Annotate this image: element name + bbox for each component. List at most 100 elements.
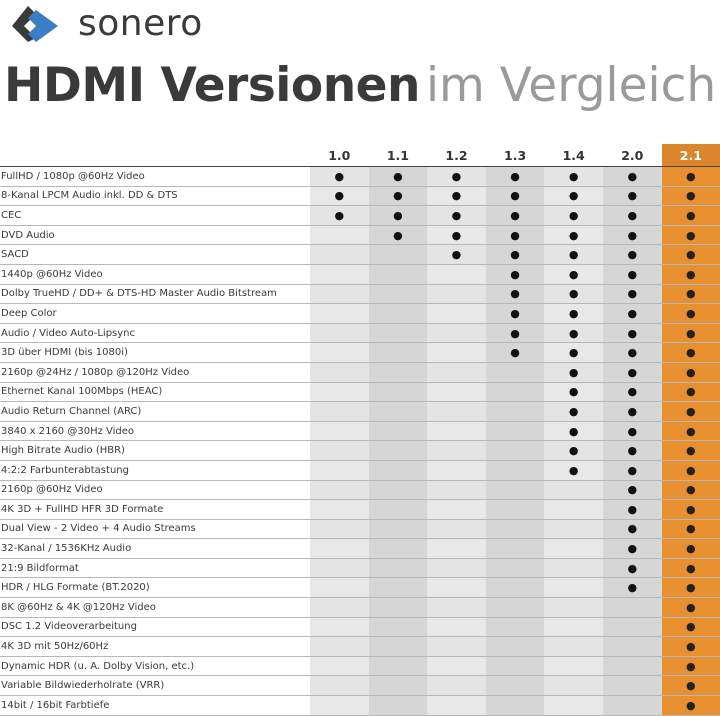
support-dot: ●	[427, 186, 486, 207]
empty-cell	[485, 656, 545, 677]
support-dot: ●	[544, 264, 603, 285]
table-row: HDR / HLG Formate (BT.2020) ● ●	[0, 577, 720, 599]
empty-cell	[310, 421, 369, 442]
feature-label: DVD Audio	[0, 225, 310, 246]
support-dot: ●	[661, 519, 720, 540]
table-row: SACD ● ● ● ● ●	[0, 244, 720, 265]
feature-label: 14bit / 16bit Farbtiefe	[0, 695, 310, 716]
empty-cell	[427, 597, 486, 618]
support-dot: ●	[602, 166, 662, 187]
table-row: DVD Audio ● ● ● ● ● ●	[0, 225, 720, 246]
feature-label: HDR / HLG Formate (BT.2020)	[0, 577, 310, 599]
table-row: CEC ● ● ● ● ● ● ●	[0, 205, 720, 226]
table-row: 8-Kanal LPCM Audio inkl. DD & DTS ● ● ● ● ● ● ●	[0, 186, 720, 207]
support-dot: ●	[427, 166, 486, 187]
empty-cell	[427, 421, 486, 442]
table-row: 4K 3D + FullHD HFR 3D Formate ● ●	[0, 499, 720, 520]
table-row: 3840 x 2160 @30Hz Video ● ● ●	[0, 421, 720, 442]
support-dot: ●	[485, 205, 545, 226]
empty-cell	[368, 499, 428, 520]
support-dot: ●	[602, 205, 662, 226]
empty-cell	[310, 382, 369, 403]
empty-cell	[310, 342, 369, 363]
support-dot: ●	[485, 264, 545, 285]
brand-logo: sonero	[6, 4, 203, 44]
empty-cell	[485, 597, 545, 618]
version-header: 1.4	[544, 144, 603, 167]
support-dot: ●	[368, 166, 428, 187]
empty-cell	[368, 264, 428, 285]
support-dot: ●	[661, 636, 720, 657]
empty-cell	[427, 401, 486, 422]
empty-cell	[485, 460, 545, 481]
support-dot: ●	[661, 342, 720, 363]
empty-cell	[368, 284, 428, 305]
support-dot: ●	[661, 186, 720, 207]
support-dot: ●	[661, 225, 720, 246]
table-row: Dynamic HDR (u. A. Dolby Vision, etc.) ●	[0, 656, 720, 677]
support-dot: ●	[544, 244, 603, 265]
support-dot: ●	[544, 225, 603, 246]
support-dot: ●	[602, 186, 662, 207]
empty-cell	[544, 636, 603, 657]
empty-cell	[368, 303, 428, 324]
empty-cell	[310, 303, 369, 324]
support-dot: ●	[661, 499, 720, 520]
support-dot: ●	[544, 186, 603, 207]
empty-cell	[368, 538, 428, 559]
support-dot: ●	[544, 382, 603, 403]
support-dot: ●	[602, 519, 662, 540]
empty-cell	[485, 421, 545, 442]
feature-label: 21:9 Bildformat	[0, 558, 310, 579]
empty-cell	[310, 675, 369, 697]
support-dot: ●	[310, 166, 369, 187]
feature-label: 3D über HDMI (bis 1080i)	[0, 342, 310, 363]
support-dot: ●	[602, 284, 662, 305]
empty-cell	[485, 480, 545, 501]
support-dot: ●	[602, 440, 662, 461]
empty-cell	[485, 558, 545, 579]
empty-cell	[485, 362, 545, 383]
feature-label: High Bitrate Audio (HBR)	[0, 440, 310, 461]
empty-cell	[544, 538, 603, 559]
empty-cell	[368, 440, 428, 461]
support-dot: ●	[602, 480, 662, 501]
support-dot: ●	[368, 225, 428, 246]
empty-cell	[544, 519, 603, 540]
empty-cell	[368, 636, 428, 657]
table-row: 8K @60Hz & 4K @120Hz Video ●	[0, 597, 720, 618]
support-dot: ●	[661, 382, 720, 403]
empty-cell	[427, 538, 486, 559]
empty-cell	[310, 617, 369, 638]
empty-cell	[427, 558, 486, 579]
empty-cell	[485, 401, 545, 422]
feature-label: FullHD / 1080p @60Hz Video	[0, 166, 310, 187]
support-dot: ●	[602, 558, 662, 579]
support-dot: ●	[602, 577, 662, 599]
support-dot: ●	[310, 205, 369, 226]
version-header: 1.1	[368, 144, 428, 167]
support-dot: ●	[661, 303, 720, 324]
table-row: DSC 1.2 Videoverarbeitung ●	[0, 617, 720, 638]
feature-label: Ethernet Kanal 100Mbps (HEAC)	[0, 382, 310, 403]
empty-cell	[485, 675, 545, 697]
feature-label: Audio Return Channel (ARC)	[0, 401, 310, 422]
empty-cell	[310, 558, 369, 579]
support-dot: ●	[544, 401, 603, 422]
empty-cell	[602, 597, 662, 618]
support-dot: ●	[485, 323, 545, 344]
support-dot: ●	[661, 558, 720, 579]
support-dot: ●	[602, 460, 662, 481]
support-dot: ●	[544, 205, 603, 226]
empty-cell	[310, 440, 369, 461]
empty-cell	[427, 440, 486, 461]
support-dot: ●	[661, 166, 720, 187]
empty-cell	[485, 382, 545, 403]
empty-cell	[368, 244, 428, 265]
table-row: 32-Kanal / 1536KHz Audio ● ●	[0, 538, 720, 559]
empty-cell	[485, 499, 545, 520]
version-header: 1.3	[485, 144, 545, 167]
empty-cell	[544, 558, 603, 579]
empty-cell	[427, 342, 486, 363]
empty-cell	[544, 675, 603, 697]
